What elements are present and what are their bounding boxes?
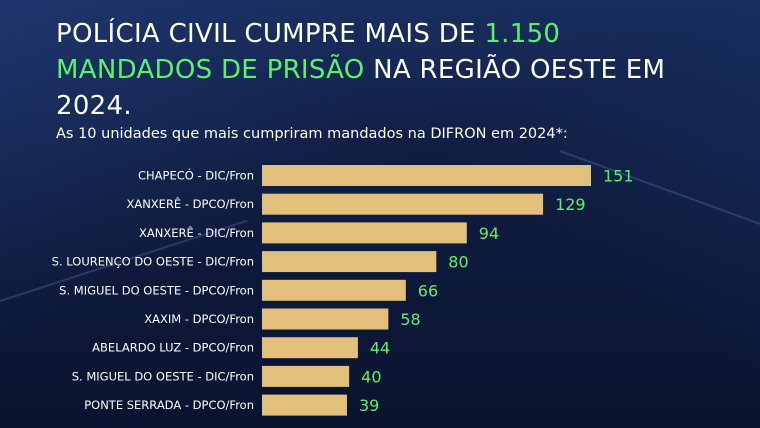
- bar: [262, 193, 544, 215]
- title-part-1: POLÍCIA CIVIL CUMPRE MAIS DE: [56, 19, 485, 49]
- value-label: 58: [400, 310, 420, 329]
- bar: [262, 165, 591, 186]
- bar: [262, 222, 467, 244]
- bar: [262, 308, 389, 330]
- chart-subtitle: As 10 unidades que mais cumpriram mandad…: [56, 126, 568, 142]
- value-label: 94: [479, 224, 499, 243]
- category-label: XANXERÊ - DIC/Fron: [139, 225, 254, 240]
- bar: [262, 251, 437, 273]
- category-label: CHAPECÓ - DIC/Fron: [138, 168, 254, 183]
- bar: [262, 279, 406, 301]
- category-label: XANXERÊ - DPCO/Fron: [126, 196, 254, 211]
- title-part-2: NA REGIÃO OESTE EM 2024.: [56, 55, 666, 121]
- value-label: 39: [359, 396, 379, 415]
- bar: [262, 394, 347, 416]
- category-label: PONTE SERRADA - DPCO/Fron: [84, 398, 254, 412]
- value-label: 151: [603, 167, 634, 186]
- page-title: POLÍCIA CIVIL CUMPRE MAIS DE 1.150 MANDA…: [56, 16, 716, 124]
- category-label: ABELARDO LUZ - DPCO/Fron: [92, 341, 254, 355]
- bar: [262, 337, 358, 359]
- bar: [262, 365, 350, 387]
- title-highlight: 1.150 MANDADOS DE PRISÃO: [56, 19, 561, 85]
- value-label: 66: [418, 281, 438, 300]
- category-label: S. LOURENÇO DO OESTE - DIC/Fron: [52, 255, 254, 269]
- value-label: 40: [361, 367, 381, 386]
- value-label: 44: [370, 339, 390, 358]
- value-label: 129: [555, 195, 586, 214]
- category-label: XAXIM - DPCO/Fron: [144, 312, 254, 326]
- category-label: S. MIGUEL DO OESTE - DIC/Fron: [72, 369, 254, 383]
- value-label: 80: [448, 253, 468, 272]
- category-label: S. MIGUEL DO OESTE - DPCO/Fron: [59, 283, 254, 297]
